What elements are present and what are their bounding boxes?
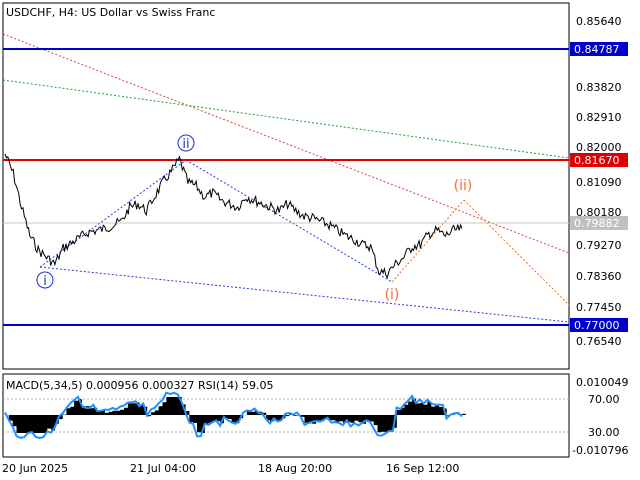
price-label-support[interactable]: 0.77000	[570, 318, 628, 332]
blue-wave-line-low	[39, 266, 570, 323]
wave-label-orange-i: (i)	[385, 287, 400, 303]
indicator-tick: -0.010796	[572, 444, 628, 457]
time-axis: 20 Jun 2025 21 Jul 04:00 18 Aug 20:00 16…	[2, 462, 459, 475]
price-tick: 0.80180	[576, 206, 622, 219]
wave-label-orange-ii: (ii)	[454, 178, 473, 194]
indicator-tick: 0.010049	[576, 376, 629, 389]
time-label: 18 Aug 20:00	[258, 462, 332, 475]
price-tick: 0.79270	[576, 239, 622, 252]
svg-text:0.77000: 0.77000	[574, 319, 620, 332]
main-chart-frame	[2, 2, 570, 370]
wave-label-ii: ii	[177, 134, 195, 152]
price-tick: 0.85640	[576, 15, 622, 28]
svg-text:i: i	[43, 274, 47, 289]
indicator-axis: 0.010049 70.00 30.00 -0.010796	[572, 376, 629, 457]
svg-text:0.84787: 0.84787	[574, 43, 620, 56]
green-trend-line	[2, 79, 570, 159]
price-tick: 0.82910	[576, 111, 622, 124]
indicator-title: MACD(5,34,5) 0.000956 0.000327 RSI(14) 5…	[6, 379, 273, 392]
chart-title: USDCHF, H4: US Dollar vs Swiss Franc	[6, 6, 215, 19]
red-trend-line	[2, 33, 570, 254]
price-tick: 0.77450	[576, 301, 622, 314]
price-label-current: 0.79882	[570, 216, 628, 230]
svg-text:ii: ii	[182, 137, 189, 152]
indicator-tick: 70.00	[588, 393, 620, 406]
wave-label-i: i	[36, 271, 54, 289]
rsi-line	[4, 391, 463, 440]
orange-wave-line-down	[463, 199, 570, 306]
price-tick: 0.76540	[576, 335, 622, 348]
svg-text:0.79882: 0.79882	[574, 217, 620, 230]
time-label: 20 Jun 2025	[2, 462, 68, 475]
time-label: 21 Jul 04:00	[130, 462, 196, 475]
trend-lines	[2, 33, 570, 323]
price-tick: 0.81090	[576, 176, 622, 189]
price-series-line	[4, 153, 463, 280]
price-tick: 0.78360	[576, 270, 622, 283]
price-axis: 0.85640 0.83820 0.82910 0.82000 0.81090 …	[576, 15, 622, 348]
price-tick: 0.83820	[576, 81, 622, 94]
time-label: 16 Sep 12:00	[386, 462, 459, 475]
price-tick: 0.82000	[576, 141, 622, 154]
macd-histogram	[5, 397, 466, 433]
price-label-resistance-top[interactable]: 0.84787	[570, 42, 628, 56]
svg-text:0.81670: 0.81670	[574, 154, 620, 167]
price-label-resistance[interactable]: 0.81670	[570, 153, 628, 167]
indicator-tick: 30.00	[588, 426, 620, 439]
